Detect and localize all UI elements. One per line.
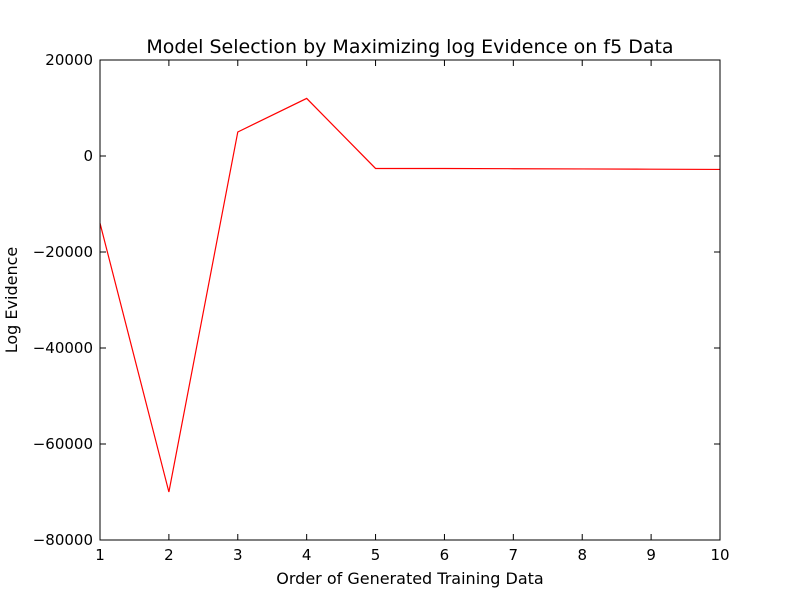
x-tick-label: 9	[646, 546, 656, 564]
x-tick-label: 10	[710, 546, 729, 564]
y-tick-label: 20000	[45, 51, 93, 69]
x-tick-label: 5	[371, 546, 381, 564]
y-axis-label: Log Evidence	[2, 247, 21, 353]
y-tick-label: −60000	[33, 435, 93, 453]
x-tick-label: 1	[95, 546, 105, 564]
y-tick-label: −20000	[33, 243, 93, 261]
y-tick-label: −80000	[33, 531, 93, 549]
x-tick-label: 3	[233, 546, 243, 564]
axis-ticks: 1 2 3 4 5 6 7 8 9 10 20000 0 −20000 −40000 −60000 −8000…	[33, 51, 730, 564]
x-tick-label: 6	[440, 546, 450, 564]
x-axis-label: Order of Generated Training Data	[276, 569, 543, 588]
y-tick-label: 0	[83, 147, 93, 165]
chart-title: Model Selection by Maximizing log Eviden…	[146, 36, 673, 58]
series-line-1	[99, 97, 721, 493]
x-tick-label: 8	[577, 546, 587, 564]
y-tick-label: −40000	[33, 339, 93, 357]
plot-area	[99, 97, 721, 493]
plot-frame	[99, 59, 721, 541]
x-tick-label: 2	[164, 546, 174, 564]
x-tick-label: 4	[302, 546, 312, 564]
x-tick-label: 7	[509, 546, 519, 564]
